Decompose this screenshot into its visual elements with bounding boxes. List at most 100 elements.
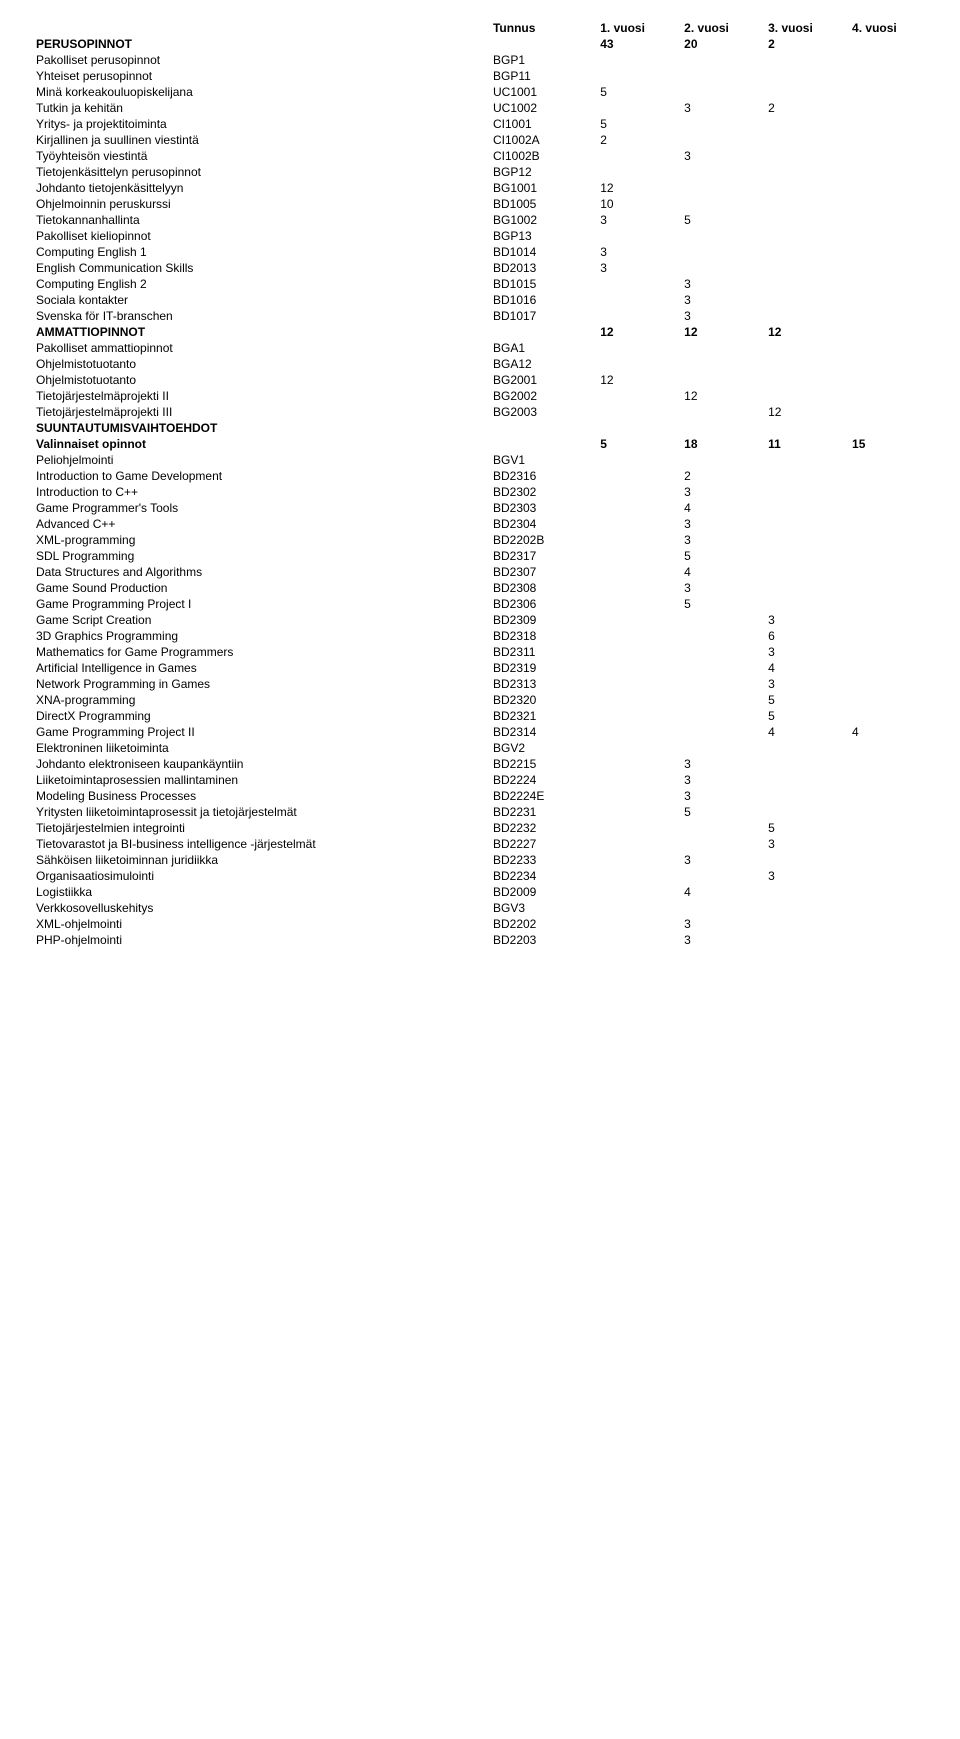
table-row: PeliohjelmointiBGV1: [30, 452, 930, 468]
year1-value: [594, 580, 678, 596]
year2-value: [678, 68, 762, 84]
year3-value: [762, 260, 846, 276]
year1-value: [594, 484, 678, 500]
year2-value: [678, 676, 762, 692]
table-row: Tietojärjestelmäprojekti IIBG200212: [30, 388, 930, 404]
course-code: BD2313: [487, 676, 594, 692]
year1-value: [594, 772, 678, 788]
year1-value: 12: [594, 324, 678, 340]
course-label: Valinnaiset opinnot: [30, 436, 487, 452]
year2-value: 3: [678, 580, 762, 596]
course-label: Johdanto tietojenkäsittelyyn: [30, 180, 487, 196]
course-code: BGP12: [487, 164, 594, 180]
course-code: BD2318: [487, 628, 594, 644]
year2-value: 12: [678, 324, 762, 340]
course-code: BD2232: [487, 820, 594, 836]
table-row: LogistiikkaBD20094: [30, 884, 930, 900]
table-row: Kirjallinen ja suullinen viestintäCI1002…: [30, 132, 930, 148]
year3-value: 3: [762, 676, 846, 692]
year1-value: [594, 516, 678, 532]
course-label: Mathematics for Game Programmers: [30, 644, 487, 660]
course-label: Tietojärjestelmäprojekti III: [30, 404, 487, 420]
year3-value: [762, 916, 846, 932]
year1-value: [594, 532, 678, 548]
year1-value: [594, 916, 678, 932]
year1-value: [594, 660, 678, 676]
year4-value: [846, 212, 930, 228]
course-label: Computing English 1: [30, 244, 487, 260]
course-code: [487, 324, 594, 340]
year1-value: [594, 724, 678, 740]
course-label: SDL Programming: [30, 548, 487, 564]
course-label: Ohjelmoinnin peruskurssi: [30, 196, 487, 212]
year2-value: [678, 84, 762, 100]
year2-value: 3: [678, 292, 762, 308]
year4-value: [846, 900, 930, 916]
year1-value: [594, 388, 678, 404]
year4-value: [846, 804, 930, 820]
year3-value: [762, 452, 846, 468]
course-code: BD2317: [487, 548, 594, 564]
course-label: Tietovarastot ja BI-business intelligenc…: [30, 836, 487, 852]
course-code: BGA12: [487, 356, 594, 372]
course-label: Advanced C++: [30, 516, 487, 532]
course-label: Introduction to C++: [30, 484, 487, 500]
table-row: Mathematics for Game ProgrammersBD23113: [30, 644, 930, 660]
table-row: Yhteiset perusopinnotBGP11: [30, 68, 930, 84]
table-row: Tietovarastot ja BI-business intelligenc…: [30, 836, 930, 852]
year1-value: [594, 228, 678, 244]
year1-value: [594, 356, 678, 372]
table-row: Minä korkeakouluopiskelijanaUC10015: [30, 84, 930, 100]
header-v2: 2. vuosi: [678, 20, 762, 36]
course-code: [487, 36, 594, 52]
year2-value: 5: [678, 804, 762, 820]
year1-value: [594, 548, 678, 564]
year3-value: [762, 148, 846, 164]
year4-value: [846, 164, 930, 180]
year4-value: [846, 548, 930, 564]
year1-value: 3: [594, 260, 678, 276]
year3-value: 3: [762, 868, 846, 884]
course-label: Peliohjelmointi: [30, 452, 487, 468]
year1-value: [594, 820, 678, 836]
year3-value: [762, 52, 846, 68]
course-code: BG2002: [487, 388, 594, 404]
course-label: 3D Graphics Programming: [30, 628, 487, 644]
course-label: Liiketoimintaprosessien mallintaminen: [30, 772, 487, 788]
table-row: Computing English 2BD10153: [30, 276, 930, 292]
table-row: Artificial Intelligence in GamesBD23194: [30, 660, 930, 676]
year3-value: 4: [762, 660, 846, 676]
course-code: UC1001: [487, 84, 594, 100]
year2-value: [678, 404, 762, 420]
year2-value: 5: [678, 212, 762, 228]
year2-value: [678, 196, 762, 212]
course-label: Yritys- ja projektitoiminta: [30, 116, 487, 132]
year1-value: [594, 740, 678, 756]
year2-value: [678, 836, 762, 852]
year3-value: [762, 756, 846, 772]
year1-value: [594, 868, 678, 884]
year4-value: [846, 180, 930, 196]
year2-value: [678, 708, 762, 724]
course-code: BD2308: [487, 580, 594, 596]
year1-value: [594, 500, 678, 516]
year1-value: [594, 52, 678, 68]
course-code: CI1002B: [487, 148, 594, 164]
year1-value: 5: [594, 116, 678, 132]
year1-value: [594, 308, 678, 324]
year2-value: 4: [678, 884, 762, 900]
year2-value: 3: [678, 916, 762, 932]
year4-value: [846, 68, 930, 84]
year2-value: [678, 244, 762, 260]
year3-value: [762, 116, 846, 132]
course-code: BD2202B: [487, 532, 594, 548]
year4-value: [846, 564, 930, 580]
year4-value: [846, 132, 930, 148]
course-code: BD1005: [487, 196, 594, 212]
year3-value: [762, 900, 846, 916]
course-label: Modeling Business Processes: [30, 788, 487, 804]
year4-value: [846, 580, 930, 596]
year3-value: [762, 564, 846, 580]
table-row: OhjelmistotuotantoBGA12: [30, 356, 930, 372]
year1-value: [594, 292, 678, 308]
